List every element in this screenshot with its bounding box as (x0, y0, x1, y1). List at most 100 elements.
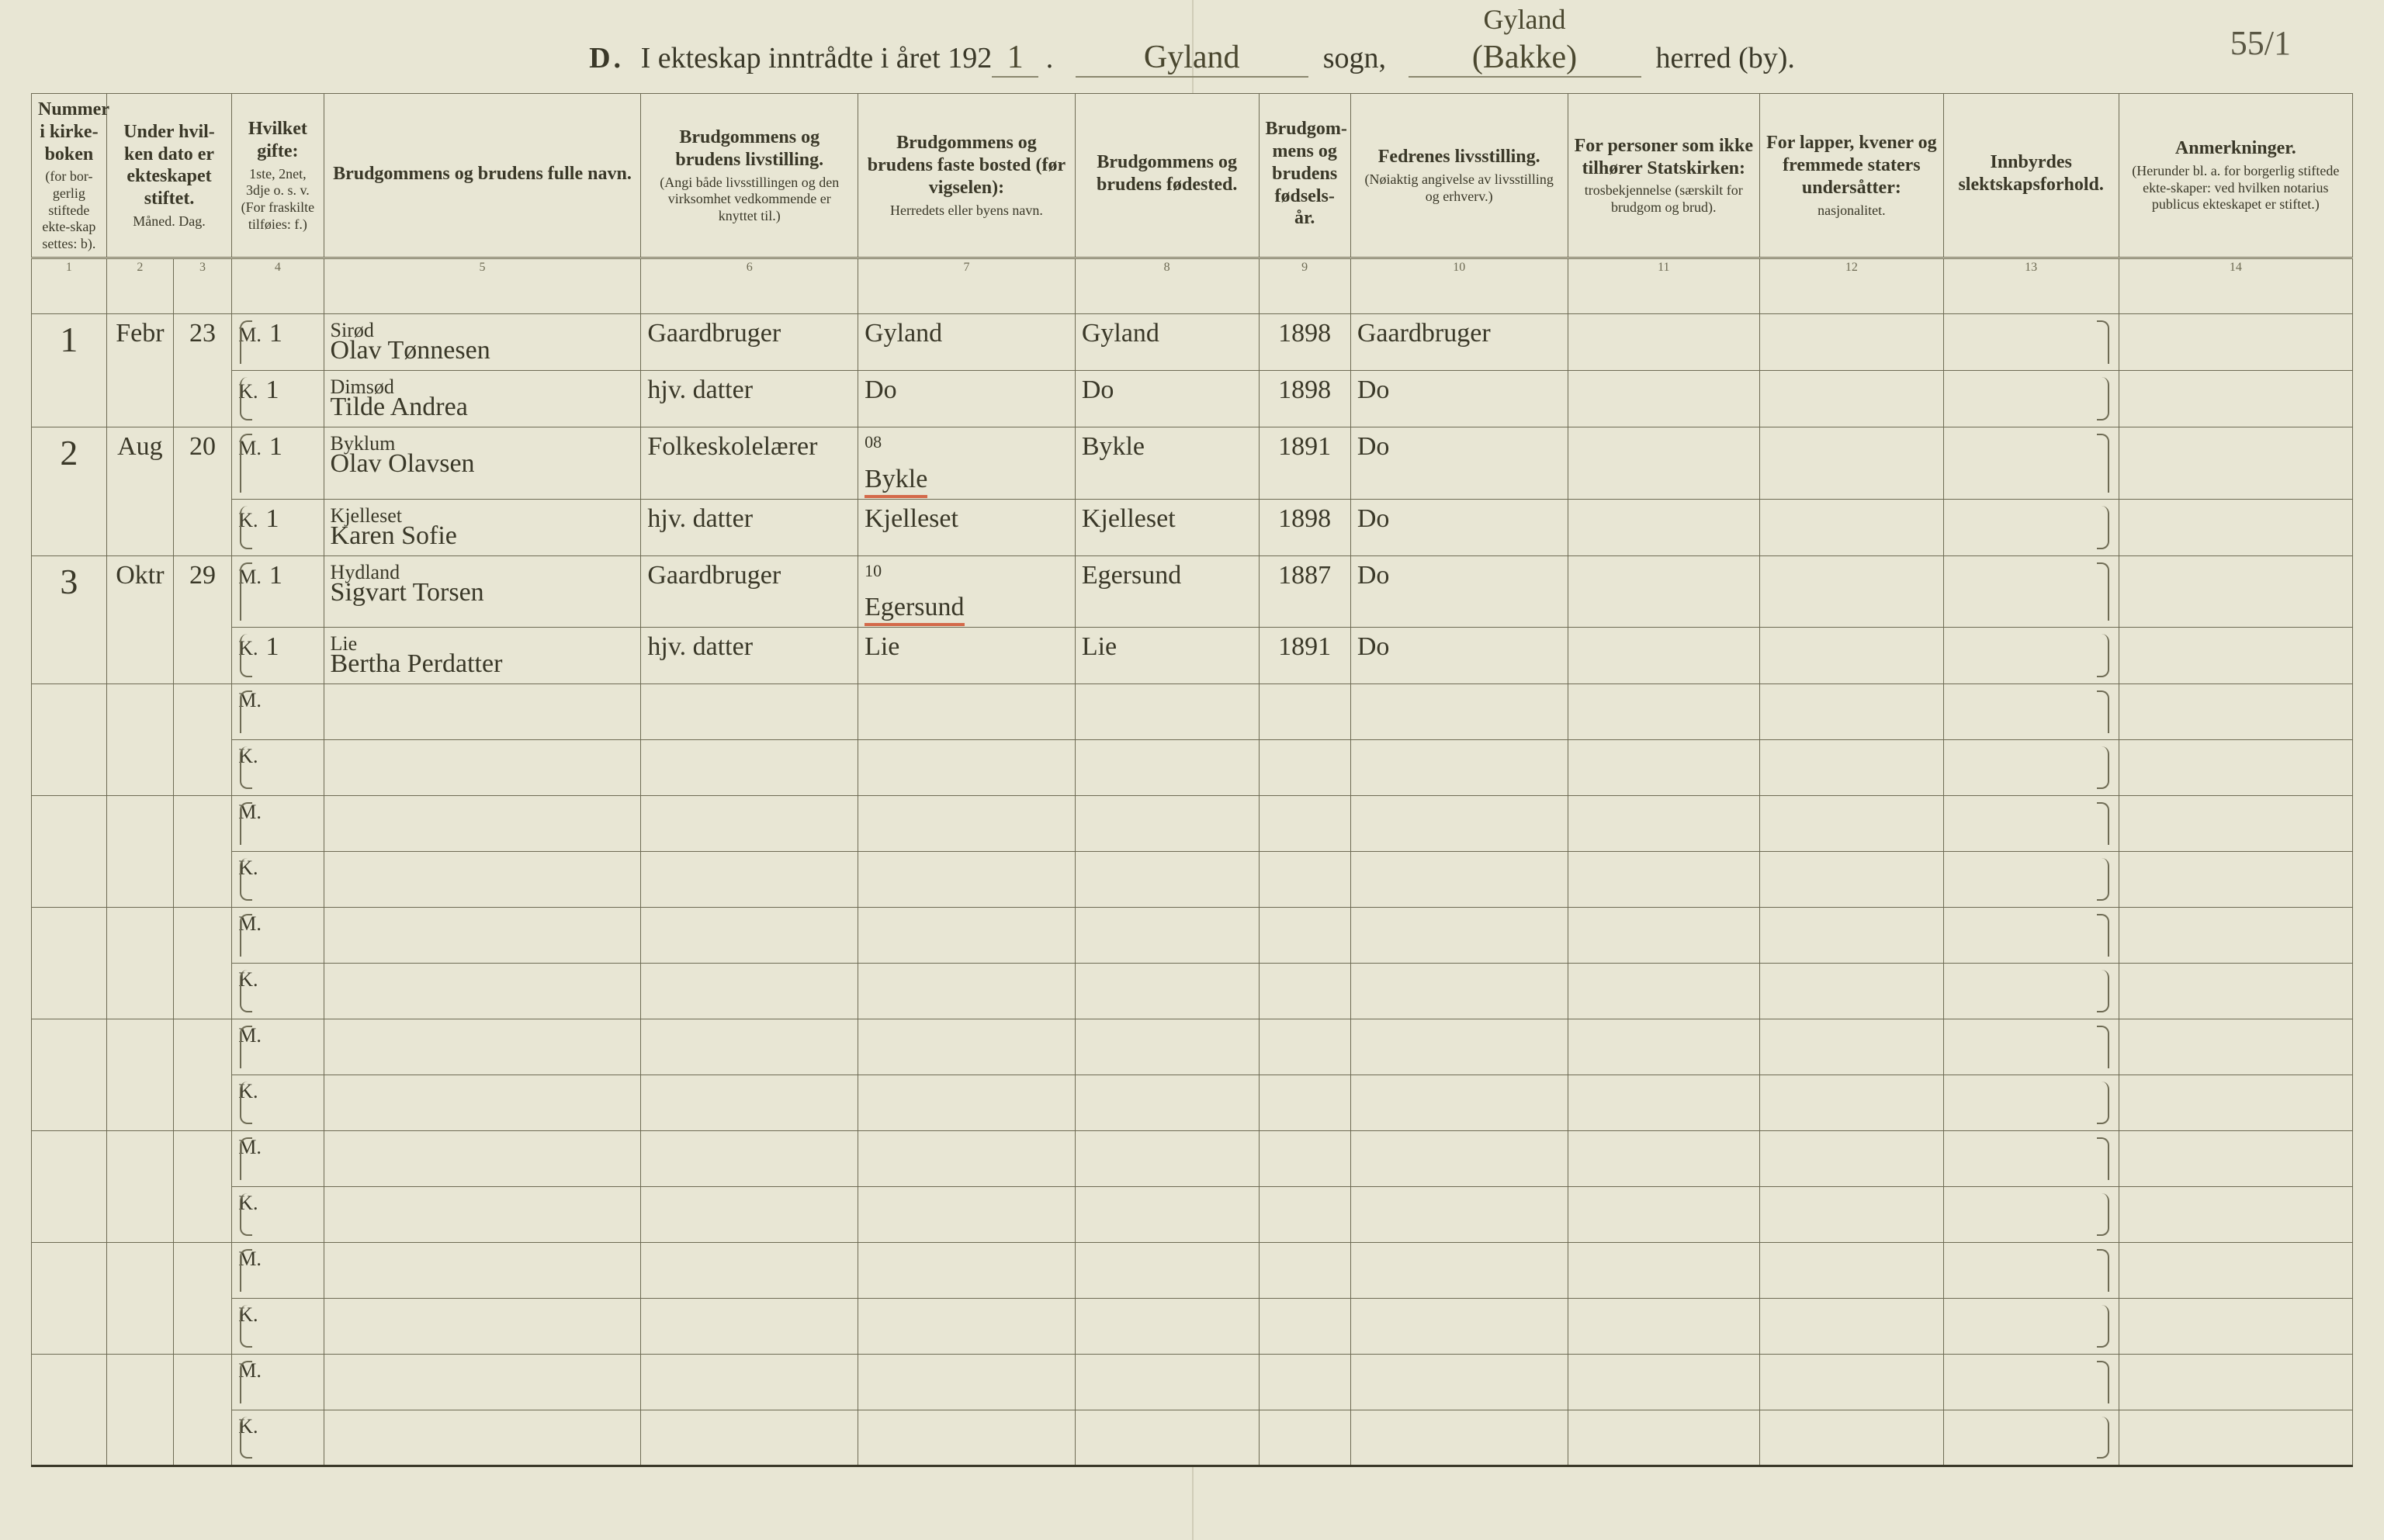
mk-groom: M. (232, 1243, 324, 1299)
bride-name (324, 1410, 641, 1466)
bride-year (1259, 740, 1350, 796)
col-slektskap (1943, 684, 2119, 740)
bosted-value: Egersund (865, 593, 964, 626)
coln-2: 2 (106, 258, 173, 314)
groom-occupation: Folkeskolelærer (641, 427, 858, 499)
col-1-header: Nummer i kirke-boken (for bor-gerlig sti… (32, 94, 107, 258)
col-nasjonalitet (1760, 908, 1944, 964)
groom-father (1350, 1243, 1568, 1299)
groom-year (1259, 1355, 1350, 1410)
col-nasjonalitet (1760, 1355, 1944, 1410)
col-6-header: Brudgommens og brudens livstilling. (Ang… (641, 94, 858, 258)
groom-year (1259, 796, 1350, 852)
col-anmerkninger (2119, 314, 2352, 371)
herred-value-top: Gyland (1484, 3, 1566, 36)
mk-label-m: M. (238, 1359, 262, 1382)
gifte-value: 1 (269, 432, 282, 461)
bride-fodested (1075, 852, 1259, 908)
groom-father (1350, 908, 1568, 964)
coln-12: 12 (1760, 258, 1944, 314)
mk-label-m: M. (238, 566, 262, 588)
col-anmerkninger (2119, 499, 2352, 555)
col-anmerkninger (2119, 1243, 2352, 1299)
bride-year: 1898 (1259, 499, 1350, 555)
entry-month (106, 1019, 173, 1131)
col-trosbekjennelse (1568, 555, 1759, 627)
col-anmerkninger (2119, 684, 2352, 740)
col-trosbekjennelse (1568, 1187, 1759, 1243)
entry-number (32, 908, 107, 1019)
groom-father (1350, 1131, 1568, 1187)
mk-bride: K. (232, 740, 324, 796)
gifte-value: 1 (269, 319, 282, 348)
col-slektskap (1943, 796, 2119, 852)
entry-row-bride: K.1DimsødTilde Andreahjv. datterDoDo1898… (32, 371, 2353, 427)
bride-fodested (1075, 1299, 1259, 1355)
col-nasjonalitet (1760, 555, 1944, 627)
groom-father (1350, 1019, 1568, 1075)
herred-value: (Bakke) (1409, 39, 1641, 78)
entry-row-bride: K. (32, 1410, 2353, 1466)
entry-number: 2 (32, 427, 107, 555)
groom-bosted (858, 796, 1076, 852)
col-anmerkninger (2119, 1019, 2352, 1075)
col-slektskap (1943, 1410, 2119, 1466)
col-anmerkninger (2119, 1299, 2352, 1355)
col-anmerkninger (2119, 427, 2352, 499)
entry-day (173, 1355, 231, 1466)
bosted-value: Kjelleset (865, 504, 958, 533)
entry-row-groom: 2Aug20M.1ByklumOlav OlavsenFolkeskolelær… (32, 427, 2353, 499)
mk-label-k: K. (238, 1192, 258, 1214)
col-slektskap (1943, 427, 2119, 499)
bride-year (1259, 1187, 1350, 1243)
col-12-title: For lapper, kvener og fremmede staters u… (1766, 132, 1937, 199)
coln-13: 13 (1943, 258, 2119, 314)
bride-father: Do (1350, 371, 1568, 427)
col-anmerkninger (2119, 740, 2352, 796)
col-trosbekjennelse (1568, 628, 1759, 684)
groom-father: Do (1350, 427, 1568, 499)
col-slektskap (1943, 1075, 2119, 1131)
groom-name: ByklumOlav Olavsen (324, 427, 641, 499)
col-trosbekjennelse (1568, 371, 1759, 427)
entry-day (173, 1243, 231, 1355)
col-nasjonalitet (1760, 628, 1944, 684)
groom-fodested (1075, 684, 1259, 740)
bride-bosted: Do (858, 371, 1076, 427)
col-trosbekjennelse (1568, 852, 1759, 908)
col-anmerkninger (2119, 1131, 2352, 1187)
gifte-value: 1 (265, 504, 279, 533)
col-anmerkninger (2119, 1355, 2352, 1410)
col-anmerkninger (2119, 796, 2352, 852)
col-nasjonalitet (1760, 1019, 1944, 1075)
entry-day (173, 796, 231, 908)
mk-label-m: M. (238, 1248, 262, 1270)
col-11-sub: trosbekjennelse (særskilt for brudgom og… (1575, 182, 1753, 216)
entry-row-groom: M. (32, 1243, 2353, 1299)
name-main: Bertha Perdatter (331, 649, 503, 678)
entry-row-bride: K. (32, 1075, 2353, 1131)
col-slektskap (1943, 555, 2119, 627)
bride-fodested (1075, 740, 1259, 796)
col-8-title: Brudgommens og brudens fødested. (1082, 151, 1253, 196)
entry-month (106, 1131, 173, 1243)
groom-bosted: 08Bykle (858, 427, 1076, 499)
bride-name: KjellesetKaren Sofie (324, 499, 641, 555)
groom-fodested (1075, 1019, 1259, 1075)
entry-day: 20 (173, 427, 231, 555)
col-slektskap (1943, 852, 2119, 908)
col-slektskap (1943, 1019, 2119, 1075)
mk-label-m: M. (238, 1136, 262, 1158)
entry-row-bride: K. (32, 852, 2353, 908)
col-anmerkninger (2119, 852, 2352, 908)
groom-occupation (641, 1131, 858, 1187)
groom-occupation (641, 796, 858, 852)
bride-name (324, 852, 641, 908)
groom-name (324, 796, 641, 852)
entry-row-bride: K. (32, 740, 2353, 796)
col-trosbekjennelse (1568, 1355, 1759, 1410)
col-trosbekjennelse (1568, 684, 1759, 740)
bride-name (324, 964, 641, 1019)
col-14-title: Anmerkninger. (2126, 137, 2346, 160)
gifte-value: 1 (265, 632, 279, 661)
